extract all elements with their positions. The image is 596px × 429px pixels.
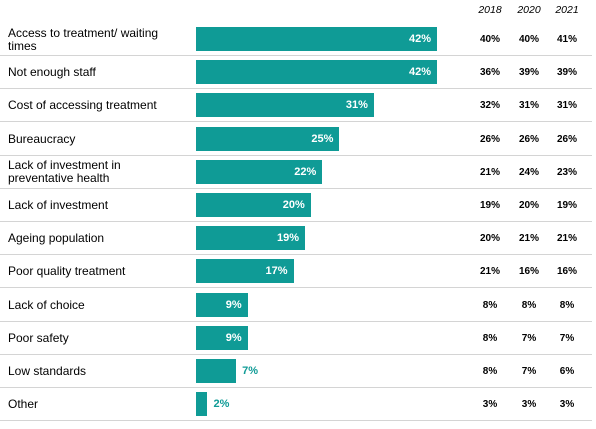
category-label: Poor safety <box>8 330 69 345</box>
bar <box>196 392 208 417</box>
bar <box>196 126 340 151</box>
value-label: 20% <box>282 199 305 211</box>
bar <box>196 292 248 317</box>
category-label: Not enough staff <box>8 65 96 80</box>
year-value-2020: 40% <box>518 34 539 45</box>
bar <box>196 27 437 51</box>
bar <box>196 159 323 184</box>
chart-row: Lack of investment 20% 19% 20% 19% <box>0 189 592 222</box>
year-value-2018: 19% <box>479 200 500 211</box>
year-value-2018: 20% <box>479 233 500 245</box>
value-label: 9% <box>225 298 242 311</box>
year-value-2021: 39% <box>556 67 577 79</box>
chart-row: Not enough staff 42% 36% 39% 39% <box>0 56 592 90</box>
year-value-2020: 3% <box>521 399 537 411</box>
chart-row: Cost of accessing treatment 31% 32% 31% 31% <box>0 89 592 123</box>
year-value-2020: 8% <box>521 299 537 311</box>
year-value-2020: 16% <box>518 266 539 278</box>
bar <box>196 60 437 85</box>
category-label: Lack of investment <box>8 198 109 212</box>
year-value-2021: 26% <box>556 133 577 145</box>
value-label: 42% <box>408 33 431 45</box>
year-value-2020: 39% <box>518 67 539 79</box>
year-value-2018: 26% <box>479 133 500 145</box>
category-label: Ageing population <box>8 231 105 246</box>
chart-row: Lack of investment in preventative healt… <box>0 156 592 189</box>
value-label: 31% <box>345 99 368 112</box>
year-value-2020: 26% <box>518 133 539 145</box>
category-label: Lack of investment in preventative healt… <box>8 158 121 186</box>
year-value-2021: 31% <box>556 100 577 112</box>
category-label: Lack of choice <box>8 297 85 312</box>
year-value-2018: 3% <box>482 399 498 411</box>
year-value-2020: 20% <box>518 200 539 211</box>
year-value-2020: 7% <box>521 366 537 377</box>
value-label: 19% <box>276 232 300 245</box>
chart-row: Poor quality treatment 17% 21% 16% 16% <box>0 255 592 289</box>
year-value-2018: 8% <box>482 299 498 311</box>
year-value-2018: 40% <box>479 34 500 45</box>
value-label: 17% <box>265 265 288 278</box>
year-value-2020: 24% <box>518 166 539 178</box>
chart-row: Ageing population 19% 20% 21% 21% <box>0 222 592 256</box>
year-value-2020: 31% <box>518 100 539 112</box>
year-header-2021: 2021 <box>555 4 579 16</box>
value-label: 7% <box>242 365 259 377</box>
chart-row: Lack of choice 9% 8% 8% 8% <box>0 289 592 322</box>
year-value-2021: 16% <box>556 266 577 278</box>
bar <box>196 226 306 251</box>
year-header-2020: 2020 <box>517 4 541 16</box>
bar <box>196 93 374 118</box>
chart-row: Access to treatment/ waiting times 42% 40%… <box>0 23 592 56</box>
category-label: Bureaucracy <box>8 131 76 146</box>
year-value-2021: 6% <box>559 366 575 377</box>
value-label: 2% <box>213 398 230 411</box>
year-value-2021: 21% <box>556 233 577 245</box>
chart-row: Other 2% 3% 3% 3% <box>0 388 592 422</box>
category-label: Access to treatment/ waiting times <box>8 25 159 53</box>
bar <box>196 359 237 383</box>
year-value-2018: 8% <box>482 332 498 344</box>
value-label: 9% <box>225 331 242 344</box>
year-value-2018: 21% <box>479 166 500 178</box>
year-header-2018: 2018 <box>478 4 502 16</box>
year-value-2018: 36% <box>479 67 500 79</box>
value-label: 22% <box>294 165 317 178</box>
bar <box>196 193 311 217</box>
year-value-2018: 21% <box>479 266 500 278</box>
value-label: 25% <box>311 132 334 145</box>
year-value-2021: 23% <box>556 166 577 178</box>
category-label: Poor quality treatment <box>8 264 126 279</box>
year-value-2021: 3% <box>559 399 575 411</box>
value-label: 42% <box>408 66 431 79</box>
chart-row: Poor safety 9% 8% 7% 7% <box>0 322 592 355</box>
chart-row: Low standards 7% 8% 7% 6% <box>0 355 592 388</box>
category-label: Cost of accessing treatment <box>8 98 157 113</box>
year-value-2020: 21% <box>518 233 539 245</box>
year-value-2021: 41% <box>556 34 577 45</box>
year-value-2021: 7% <box>559 332 575 344</box>
bar <box>196 259 294 284</box>
category-label: Low standards <box>8 364 87 378</box>
chart-row: Bureaucracy 25% 26% 26% 26% <box>0 123 592 156</box>
bar <box>196 325 248 350</box>
year-value-2018: 8% <box>482 366 498 377</box>
year-value-2018: 32% <box>479 100 500 112</box>
category-label: Other <box>8 397 39 412</box>
year-value-2020: 7% <box>521 332 537 344</box>
year-value-2021: 19% <box>556 200 577 211</box>
year-value-2021: 8% <box>559 299 575 311</box>
